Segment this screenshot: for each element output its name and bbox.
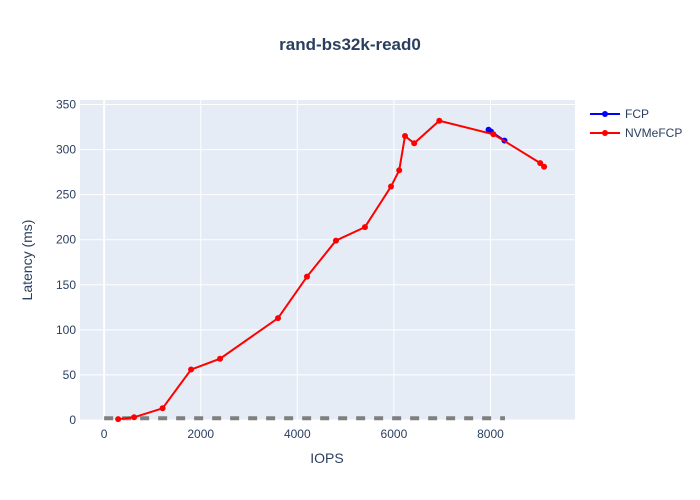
data-point — [188, 366, 195, 373]
y-tick-label: 250 — [56, 188, 76, 202]
legend-swatch-marker — [602, 111, 608, 117]
data-point — [402, 133, 409, 140]
y-tick-label: 100 — [56, 323, 76, 337]
legend-label: NVMeFCP — [625, 126, 682, 140]
y-tick-label: 200 — [56, 233, 76, 247]
legend-item-fcp[interactable]: FCP — [590, 107, 649, 121]
legend[interactable]: FCP NVMeFCP — [590, 107, 682, 140]
x-axis-title: IOPS — [310, 450, 343, 466]
y-axis-ticks: 0 50 100 150 200 250 300 350 — [56, 98, 76, 427]
plot-area — [80, 100, 575, 420]
series-layer — [104, 117, 548, 423]
grid — [80, 100, 575, 421]
data-point — [537, 160, 544, 167]
data-point — [361, 224, 368, 231]
data-point — [275, 315, 281, 322]
legend-swatch-marker — [602, 130, 608, 136]
data-point — [388, 183, 395, 190]
data-point — [396, 167, 403, 174]
x-tick-label: 6000 — [381, 427, 408, 441]
x-tick-label: 8000 — [477, 427, 504, 441]
x-axis-ticks: 0 2000 4000 6000 8000 — [101, 427, 504, 441]
y-tick-label: 350 — [56, 98, 76, 112]
series-nvmefcp — [115, 117, 548, 423]
data-point — [131, 414, 138, 421]
legend-item-nvmefcp[interactable]: NVMeFCP — [590, 126, 682, 140]
y-axis-title: Latency (ms) — [19, 220, 35, 301]
data-point — [541, 163, 548, 170]
x-tick-label: 4000 — [284, 427, 311, 441]
data-point — [490, 131, 497, 138]
x-tick-label: 2000 — [187, 427, 214, 441]
data-point — [332, 237, 339, 244]
data-point — [411, 140, 418, 147]
chart-title: rand-bs32k-read0 — [279, 35, 421, 54]
x-tick-label: 0 — [101, 427, 108, 441]
data-point — [115, 416, 122, 423]
data-point — [436, 117, 443, 124]
y-tick-label: 0 — [69, 413, 76, 427]
y-tick-label: 300 — [56, 143, 76, 157]
data-point — [159, 405, 166, 412]
y-tick-label: 50 — [63, 368, 77, 382]
legend-label: FCP — [625, 107, 649, 121]
data-point — [303, 273, 310, 280]
data-point — [217, 355, 224, 362]
y-tick-label: 150 — [56, 278, 76, 292]
